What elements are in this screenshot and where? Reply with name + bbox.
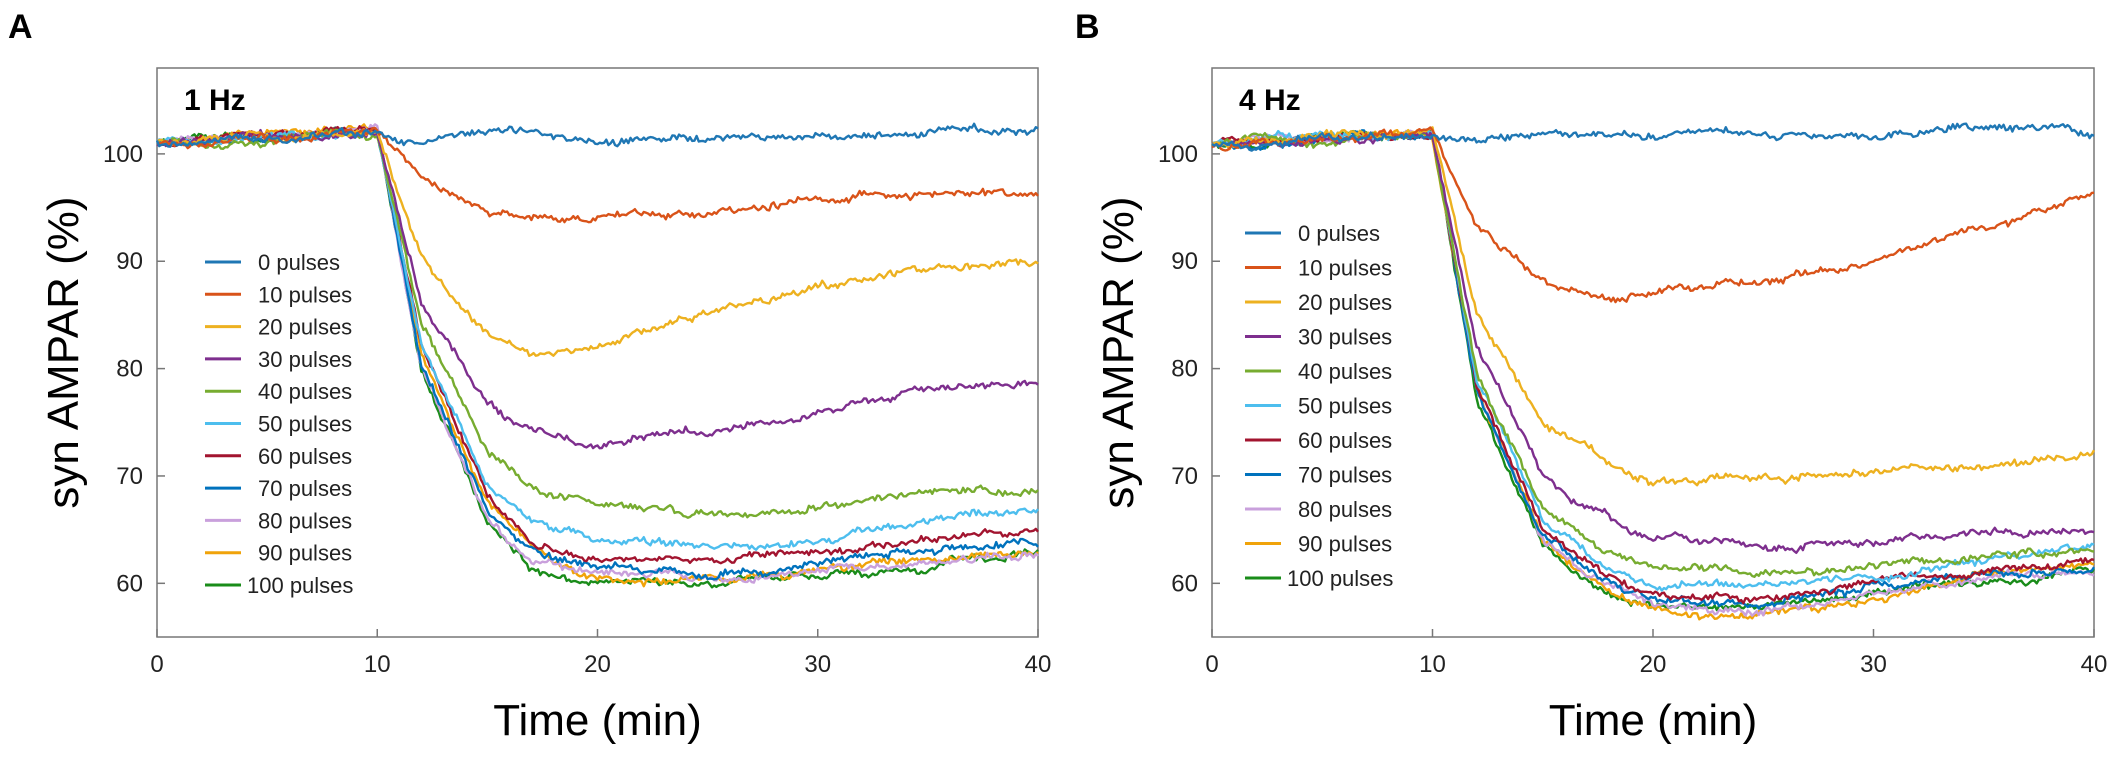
- panel-label: A: [8, 8, 33, 46]
- series-line-90-pulses: [156, 123, 1039, 588]
- x-tick-label: 20: [1640, 651, 1667, 678]
- legend-label: 90 pulses: [1287, 532, 1392, 557]
- series-line-20-pulses: [156, 127, 1039, 357]
- series-line-0-pulses: [155, 122, 1039, 148]
- legend-label: 60 pulses: [247, 444, 352, 469]
- x-tick-label: 30: [804, 651, 831, 678]
- legend-label: 20 pulses: [1287, 290, 1392, 315]
- legend-label: 80 pulses: [1287, 497, 1392, 522]
- legend-label: 100 pulses: [247, 573, 353, 598]
- legend-label: 70 pulses: [247, 476, 352, 501]
- x-tick-label: 40: [1025, 651, 1052, 678]
- legend-label: 40 pulses: [247, 379, 352, 404]
- series-line-0-pulses: [1211, 122, 2095, 152]
- y-tick-label: 60: [1171, 570, 1198, 597]
- y-tick-label: 100: [1158, 141, 1198, 168]
- legend-label: 70 pulses: [1287, 463, 1392, 488]
- legend-label: 30 pulses: [247, 347, 352, 372]
- legend-label: 40 pulses: [1287, 359, 1392, 384]
- y-tick-label: 80: [1171, 356, 1198, 383]
- legend-label: 100 pulses: [1287, 566, 1393, 591]
- series-line-10-pulses: [1211, 126, 2095, 304]
- legend: 0 pulses 10 pulses 20 pulses 30 pulses 4…: [205, 250, 353, 598]
- legend-label: 60 pulses: [1287, 428, 1392, 453]
- x-tick-label: 0: [150, 651, 163, 678]
- x-axis-label: Time (min): [1549, 696, 1758, 745]
- y-tick-label: 100: [103, 141, 143, 168]
- y-axis-label: syn AMPAR (%): [39, 196, 88, 508]
- x-tick-label: 10: [364, 651, 391, 678]
- chart-panel-a: A 0 10 20 30 40 60 70 80 90 100 Time (min) syn AMPAR…: [8, 8, 1051, 745]
- x-tick-label: 0: [1205, 651, 1218, 678]
- y-tick-label: 70: [116, 463, 143, 490]
- y-tick-label: 80: [116, 356, 143, 383]
- panel-label: B: [1075, 8, 1100, 46]
- x-tick-label: 10: [1419, 651, 1446, 678]
- series-line-30-pulses: [1211, 130, 2095, 554]
- legend-label: 10 pulses: [1287, 256, 1392, 281]
- series-lines: [155, 122, 1039, 589]
- legend-label: 50 pulses: [1287, 394, 1392, 419]
- y-tick-label: 90: [1171, 248, 1198, 275]
- x-axis-label: Time (min): [493, 696, 702, 745]
- legend: 0 pulses 10 pulses 20 pulses 30 pulses 4…: [1245, 221, 1393, 591]
- legend-label: 50 pulses: [247, 412, 352, 437]
- legend-label: 80 pulses: [247, 508, 352, 533]
- legend-label: 0 pulses: [247, 250, 340, 275]
- legend-label: 90 pulses: [247, 541, 352, 566]
- legend-label: 0 pulses: [1287, 221, 1380, 246]
- x-tick-label: 20: [584, 651, 611, 678]
- series-line-20-pulses: [1211, 126, 2096, 487]
- chart-title: 4 Hz: [1239, 84, 1301, 117]
- y-tick-label: 90: [116, 248, 143, 275]
- y-tick-label: 60: [116, 570, 143, 597]
- legend-label: 30 pulses: [1287, 325, 1392, 350]
- series-lines: [1211, 122, 2096, 621]
- legend-label: 20 pulses: [247, 315, 352, 340]
- y-tick-label: 70: [1171, 463, 1198, 490]
- x-tick-label: 40: [2081, 651, 2108, 678]
- legend-label: 10 pulses: [247, 282, 352, 307]
- x-tick-label: 30: [1860, 651, 1887, 678]
- chart-panel-b: B 0 10 20 30 40 60 70 80 90 100 Time (min) syn AMPAR…: [1075, 8, 2107, 745]
- y-axis-label: syn AMPAR (%): [1094, 196, 1143, 508]
- chart-title: 1 Hz: [184, 84, 246, 117]
